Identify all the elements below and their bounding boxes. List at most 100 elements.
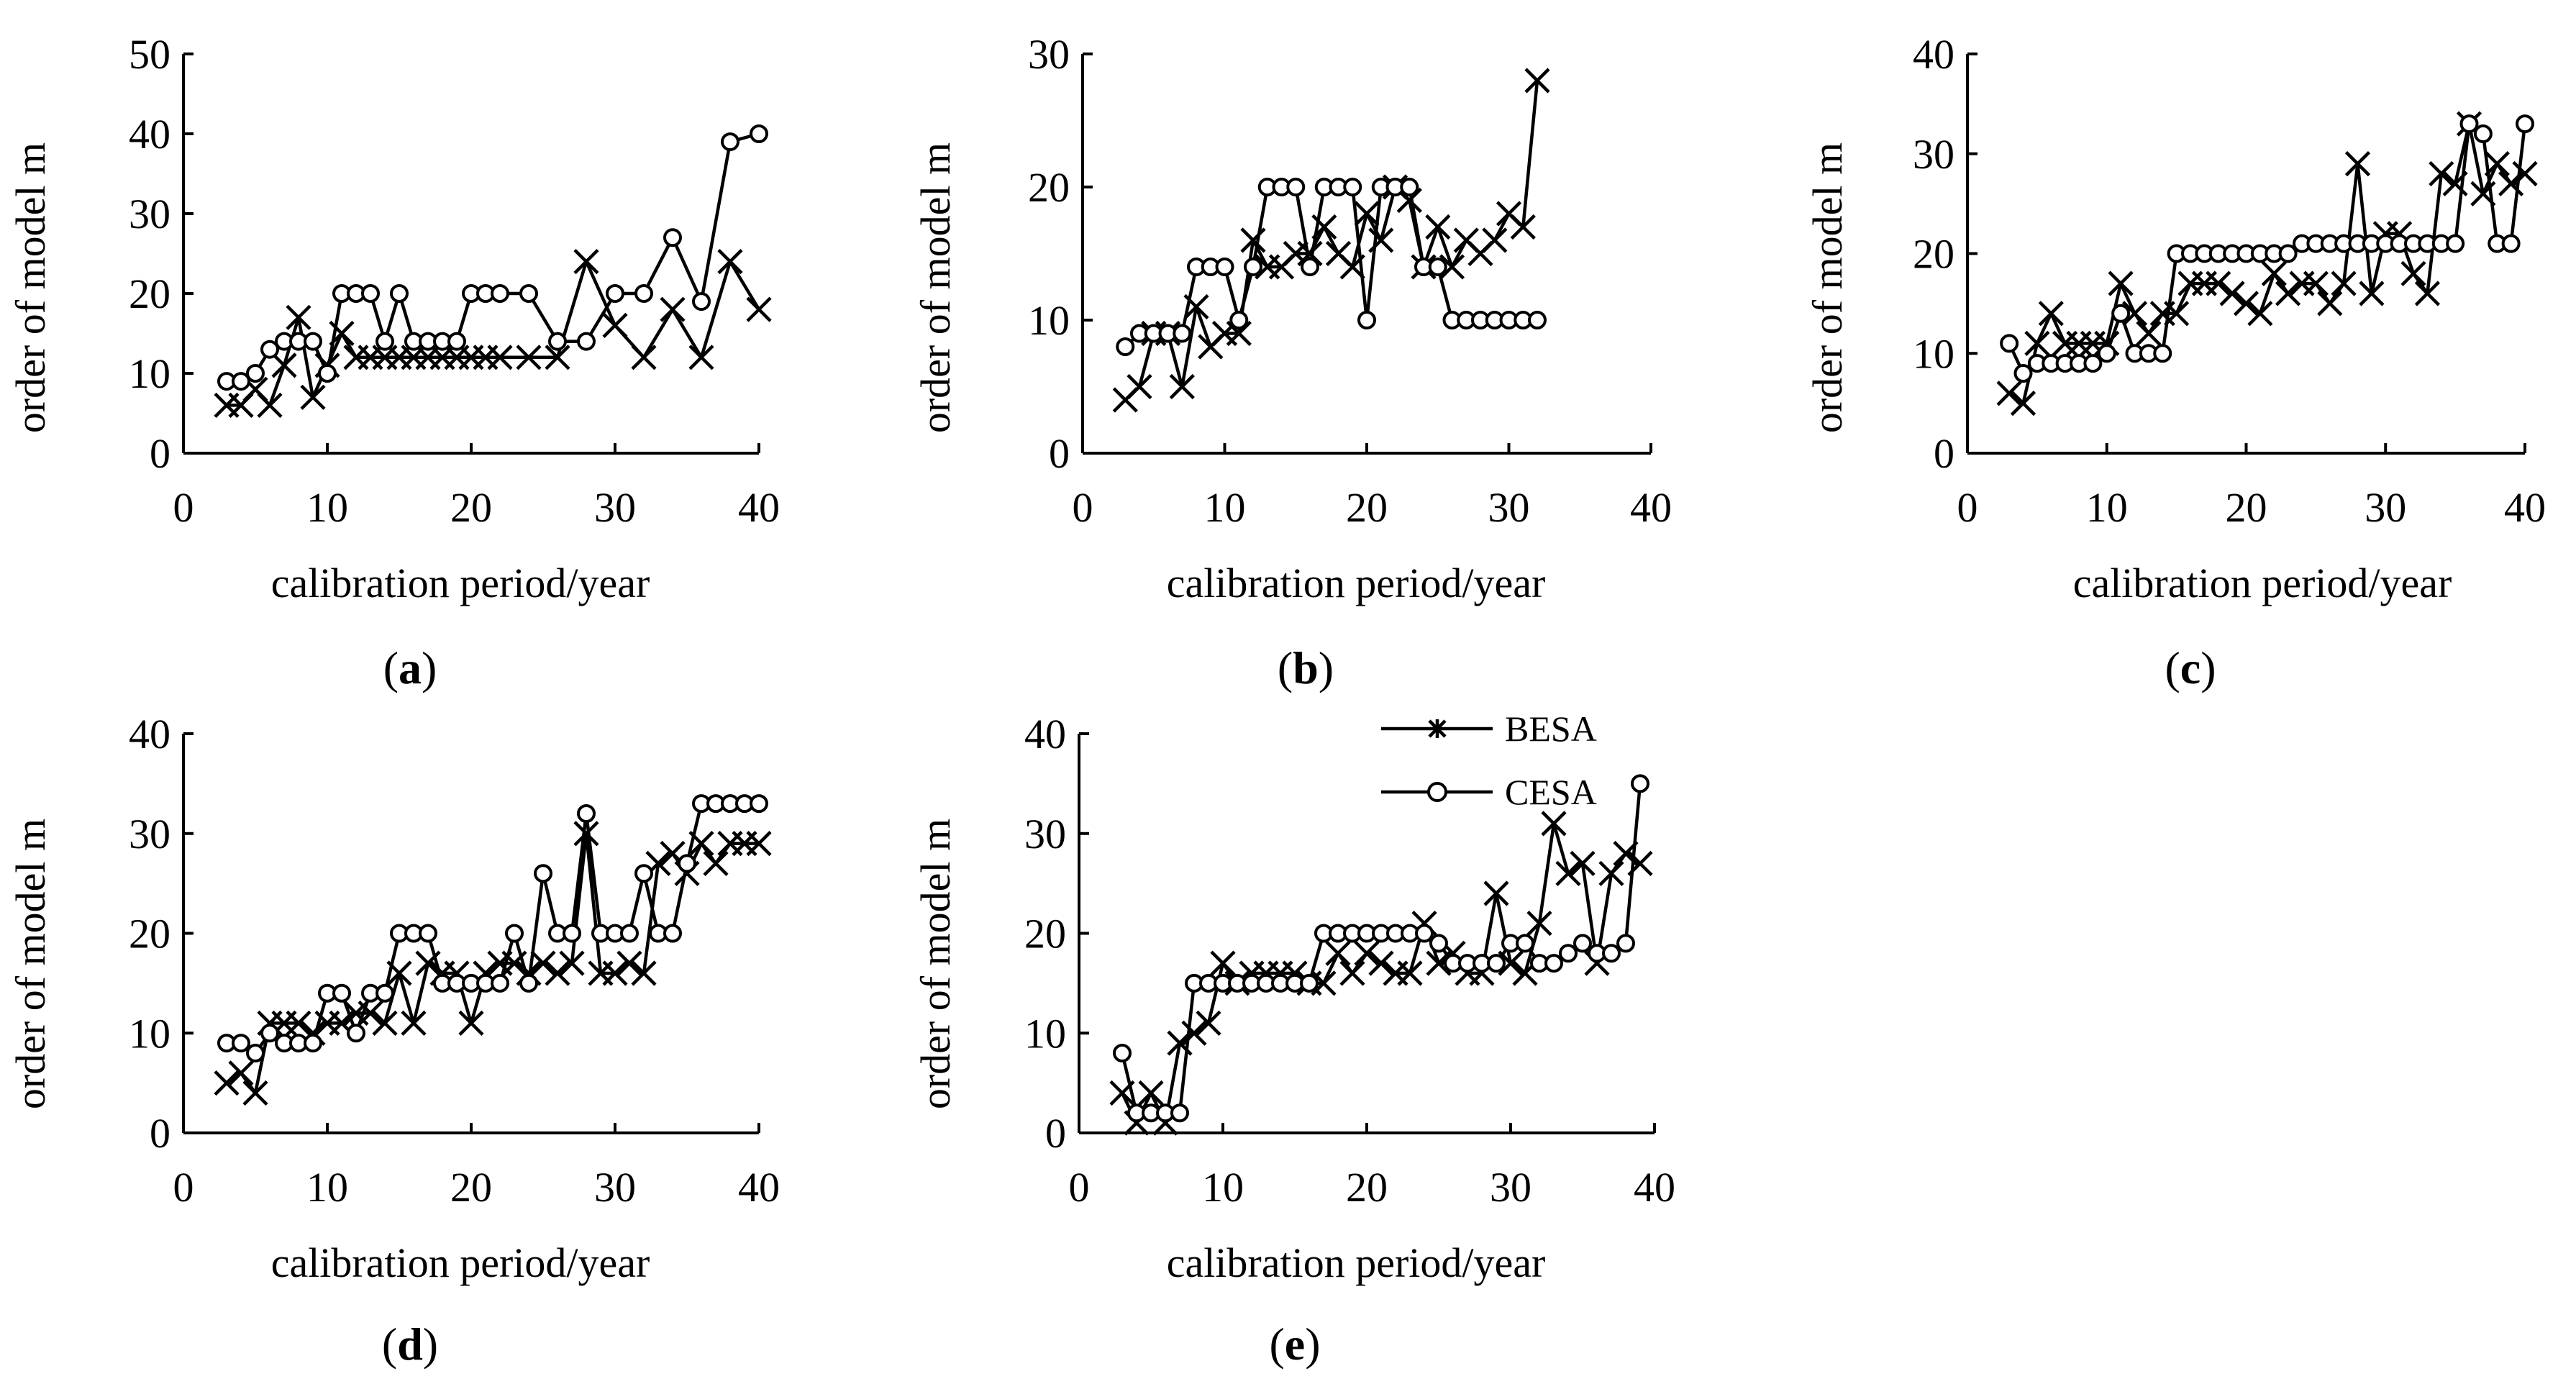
panel-d-x-axis-title: calibration period/year [271,1239,650,1286]
panel-e-besa-point-stroke [1526,911,1552,937]
panel-a-besa-point-stroke [602,312,628,338]
panel-d-cesa-point [634,864,653,883]
panel-e-besa-point-stroke [1541,811,1567,837]
panel-c-cesa-point [2083,354,2103,373]
panel-c-besa-point-stroke [2219,281,2245,306]
panel-d-cesa-point [332,983,351,1003]
panel-d-y-tick-label: 0 [150,1110,170,1157]
panel-c-besa-point [1996,381,2022,406]
panel-c-besa-point [2108,270,2134,296]
panel-b-cesa-point [1301,258,1319,276]
legend: BESA CESA [1381,709,1597,812]
panel-e-besa-point [1526,911,1552,937]
panel-a-besa-point-stroke [746,296,772,322]
panel-b-x-tick-label: 40 [1630,484,1672,531]
panel-d-cesa-point [534,864,552,883]
panel-a-besa-point-stroke [242,376,268,402]
panel-c-label-letter: c [2180,642,2200,693]
panel-e-besa-point [1196,1010,1221,1036]
panel-e-label: (e) [1269,1319,1320,1370]
panel-c-besa-point [2219,281,2245,306]
panel-c-y-tick-label: 0 [1934,430,1954,477]
panel-b-besa-point [1297,240,1323,267]
panel-a-y-tick-label: 30 [129,191,170,237]
panel-e-y-axis-title: order of model m [912,819,959,1109]
panel-d-y-axis-title: order of model m [7,819,54,1109]
panel-b-cesa-point [1173,324,1192,343]
panel-e-besa-point [1570,850,1596,876]
panel-e-cesa-point [1113,1044,1132,1062]
panel-b-besa-point-stroke [1396,187,1422,214]
panel-a-x-tick-label: 20 [450,484,492,531]
panel-a-cesa-point [606,284,624,303]
panel-e-cesa-point [1559,944,1578,963]
panel-b-cesa-point [1116,337,1135,356]
panel-b-besa-line [1124,80,1539,401]
panel-e-cesa-point [1487,954,1506,973]
panel-e-besa-point-stroke [1397,960,1423,986]
panel-c-besa-point-stroke [2024,330,2050,356]
panel-d-besa-point [602,960,628,986]
panel-e-x-tick-label: 40 [1634,1164,1675,1211]
panel-a-besa-point-stroke [573,249,599,275]
panel-a-besa-point [746,296,772,322]
panel-e-x-tick-label: 30 [1490,1164,1532,1211]
panel-b-chart: 0 10 20 30 0 10 20 30 40 [1028,31,1672,531]
panel-b-cesa-point [1400,178,1419,196]
panel-a-besa-point-stroke [660,296,686,322]
panel-a-x-tick-label: 10 [306,484,348,531]
panel-a-y-tick-label: 10 [129,350,170,397]
panel-c-cesa-point [2446,234,2465,253]
panel-a-besa-point [487,345,513,370]
panel-d-besa-point-stroke [372,1010,398,1036]
panel-c-besa-point-stroke [2344,151,2371,177]
panel-d-besa-point-stroke [703,850,729,876]
panel-e-x-tick-label: 20 [1346,1164,1388,1211]
panel-c-besa-line [2008,122,2526,405]
panel-b-besa-point [1226,320,1252,347]
panel-e-besa-point-stroke [1368,950,1394,976]
panel-a-cesa-point [376,332,394,351]
panel-b-besa-point-stroke [1183,293,1209,320]
panel-c-besa-point [2233,291,2259,316]
panel-e-besa-point [1354,940,1380,966]
panel-a-besa-point-stroke [300,384,326,410]
panel-d: 0 10 20 30 40 0 10 20 30 40 calibration period/ye… [7,711,780,1370]
panel-c-besa-point-stroke [2233,291,2259,316]
panel-c-besa-point-stroke [2010,391,2036,416]
panel-d-besa-point-stroke [660,840,686,867]
panel-c-cesa-point [2000,334,2019,353]
panel-e-x-tick-label: 10 [1202,1164,1244,1211]
panel-b-cesa-point [1357,311,1376,329]
legend-item-besa: BESA [1381,709,1597,749]
panel-d-cesa-point [419,924,437,943]
panel-c-besa-point-stroke [2331,270,2357,296]
panel-c-besa-point-stroke [2247,301,2273,327]
panel-d-label-letter: d [397,1319,423,1370]
panel-b-besa-point-stroke [1354,201,1380,227]
panel-b-x-tick-label: 0 [1073,484,1093,531]
panel-a-cesa-point [232,372,250,391]
panel-e-besa-point [1181,1020,1207,1046]
panel-d-x-tick-label: 10 [306,1164,348,1211]
panel-a-cesa-point [663,228,682,247]
panel-b-besa-point [1354,201,1380,227]
panel-c-besa-point-stroke [1996,381,2022,406]
panel-c-besa-point-stroke [2359,281,2385,306]
panel-d-x-tick-label: 30 [594,1164,636,1211]
panel-e-besa-point-stroke [1325,940,1351,966]
panel-a-cesa-point [447,332,466,351]
panel-a-cesa-point [491,284,509,303]
panel-a-cesa-point [519,284,538,303]
panel-d-cesa-point [678,854,696,873]
panel-d-besa-point [559,950,585,976]
panel-c-cesa-point [2459,114,2479,134]
panel-b-y-tick-label: 30 [1028,31,1070,78]
panel-e-cesa-point [1300,973,1319,993]
panel-d-y-tick-label: 30 [129,811,170,857]
panel-a-cesa-point [304,332,322,351]
panel-c-besa-point-stroke [2108,270,2134,296]
panel-d-besa-point-stroke [386,960,412,986]
panel-e-chart: 0 10 20 30 40 0 10 20 30 40 [1024,711,1675,1211]
panel-a-besa-point [631,345,657,370]
